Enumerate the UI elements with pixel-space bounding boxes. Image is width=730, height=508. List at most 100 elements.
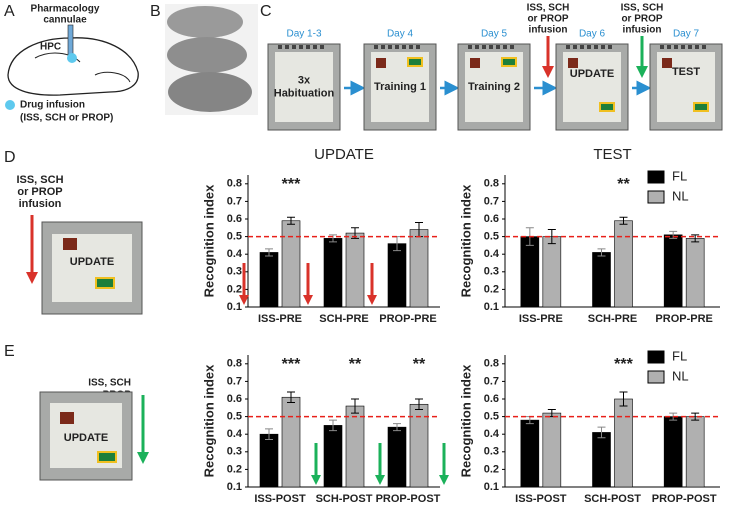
arena-dot [702, 45, 706, 49]
error-bar [265, 428, 273, 440]
object [97, 451, 117, 463]
bar [387, 243, 407, 308]
bar [345, 405, 365, 488]
day-label: Day 5 [481, 29, 508, 40]
infusion-arrow [303, 295, 313, 305]
panel-label: D [4, 149, 16, 166]
arena-dot [695, 45, 699, 49]
arena-dot [409, 45, 413, 49]
error-bar [351, 398, 359, 414]
y-axis-label: Recognition index [201, 364, 216, 477]
legend-swatch [647, 350, 665, 364]
chart-title: TEST [593, 146, 631, 163]
object [407, 57, 423, 67]
infusion-label: ISS, SCH [88, 378, 131, 389]
y-tick-label: 0.6 [484, 213, 499, 225]
infusion-arrow [26, 272, 38, 284]
arena-dot [475, 45, 479, 49]
error-bar [619, 391, 628, 407]
significance: *** [282, 356, 301, 373]
bar [663, 416, 683, 488]
y-tick-label: 0.2 [227, 463, 242, 475]
arena-dot [608, 45, 612, 49]
bar [281, 396, 301, 488]
arena-dot [510, 45, 514, 49]
infusion-label: or PROP [17, 186, 62, 198]
object [599, 102, 615, 112]
arena-dot [594, 45, 598, 49]
legend-label: NL [672, 368, 689, 383]
arena-dot [580, 45, 584, 49]
bar [520, 236, 540, 308]
x-tick-label: ISS-PRE [519, 313, 563, 325]
panel-label: A [4, 3, 15, 20]
day-label: Day 1-3 [286, 29, 321, 40]
bar [614, 398, 633, 488]
infusion-arrow [375, 475, 385, 485]
arena-dot [320, 45, 324, 49]
object [60, 412, 74, 424]
infusion-arrow [367, 295, 377, 305]
bar [685, 238, 705, 308]
arena-dot [587, 45, 591, 49]
box-label: Training 1 [374, 81, 426, 93]
bar [409, 229, 429, 308]
y-axis-label: Recognition index [201, 184, 216, 297]
legend-text: Drug infusion [20, 100, 85, 111]
arena-dot [278, 45, 282, 49]
y-tick-label: 0.3 [484, 266, 499, 278]
infusion-label: ISS, SCH [527, 3, 570, 14]
bar [345, 232, 365, 308]
error-bar [619, 216, 628, 225]
arena-floor [275, 52, 333, 122]
y-tick-label: 0.3 [227, 266, 242, 278]
legend-swatch [5, 100, 15, 110]
y-tick-label: 0.1 [484, 301, 499, 313]
arena-dot [285, 45, 289, 49]
y-tick-label: 0.8 [484, 178, 499, 190]
y-tick-label: 0.1 [227, 481, 242, 493]
legend-swatch [647, 370, 665, 384]
legend-label: FL [672, 168, 687, 183]
y-axis-label: Recognition index [458, 364, 473, 477]
significance: *** [282, 176, 301, 193]
object [662, 58, 672, 68]
legend-swatch [647, 190, 665, 204]
y-tick-label: 0.6 [227, 393, 242, 405]
significance: ** [617, 176, 630, 193]
panel-label: B [150, 3, 161, 20]
schematic-d: ISS, SCH or PROP infusion UPDATE [16, 174, 143, 315]
y-tick-label: 0.8 [227, 358, 242, 370]
y-tick-label: 0.8 [227, 178, 242, 190]
infusion-spot [67, 53, 77, 63]
bar [259, 433, 279, 488]
object [95, 277, 115, 289]
box-label: UPDATE [570, 68, 614, 80]
panel-label: C [260, 3, 272, 20]
significance: ** [349, 356, 362, 373]
bar [323, 425, 343, 488]
object [501, 57, 517, 67]
arena-label: UPDATE [64, 432, 108, 444]
histology-section [168, 72, 252, 112]
error-bar [393, 423, 401, 432]
infusion-arrow [239, 295, 249, 305]
infusion-label: or PROP [621, 14, 662, 25]
object [568, 58, 578, 68]
arena-dot [416, 45, 420, 49]
box-label: Habituation [274, 87, 335, 99]
legend-label: NL [672, 188, 689, 203]
infusion-label: ISS, SCH [16, 174, 63, 186]
error-bar [547, 229, 556, 245]
x-tick-label: PROP-PRE [379, 313, 436, 325]
error-bar [691, 234, 700, 243]
y-tick-label: 0.7 [484, 375, 499, 387]
infusion-label: ISS, SCH [621, 3, 664, 14]
arena-dot [660, 45, 664, 49]
arena-dot [292, 45, 296, 49]
histology-section [167, 6, 243, 38]
arena-dot [566, 45, 570, 49]
arena-dot [299, 45, 303, 49]
